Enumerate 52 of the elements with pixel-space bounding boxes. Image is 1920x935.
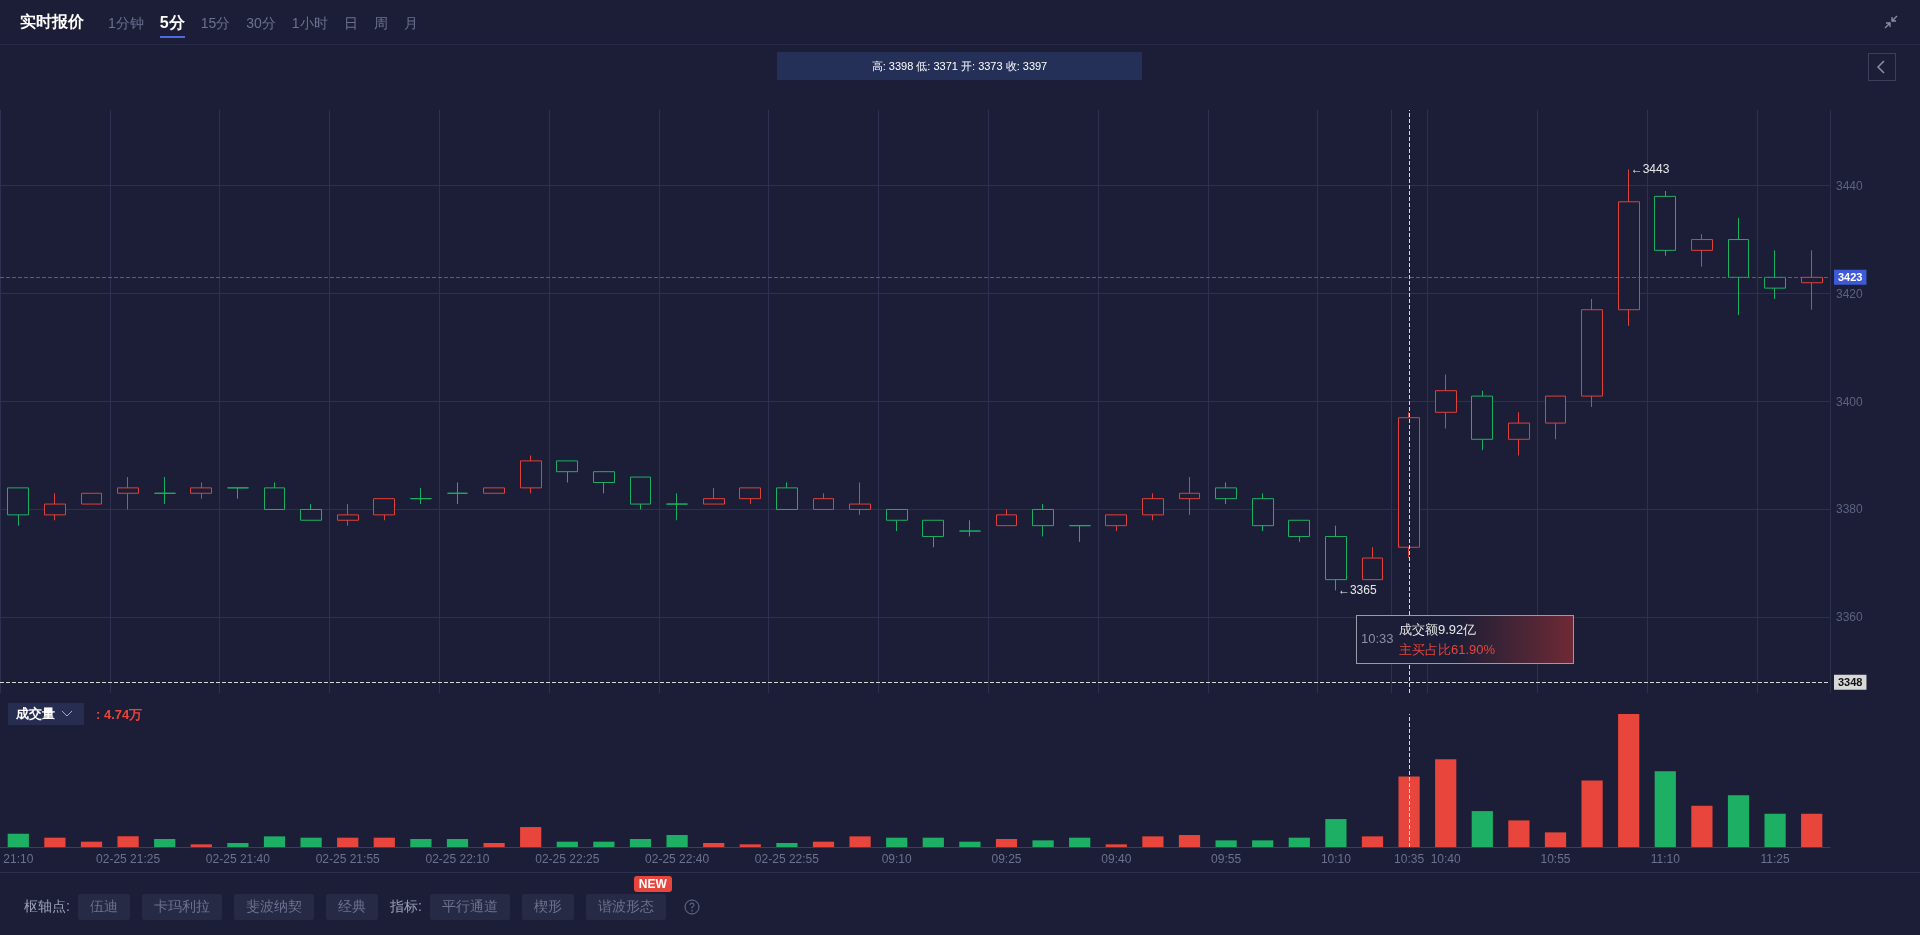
x-tick-label: 10:35: [1394, 852, 1425, 866]
annotation: ←3443: [1630, 162, 1670, 177]
annotation: : 4.74万: [96, 706, 143, 724]
x-tick-label: 02-25 22:25: [535, 852, 600, 866]
ref-line-label: 3423: [1838, 271, 1863, 284]
text: 卡玛利拉: [141, 894, 222, 920]
x-tick-label: 02-25 21:25: [96, 852, 161, 866]
text: 经典: [325, 894, 378, 920]
x-tick-label: 02-25 22:55: [754, 852, 820, 866]
x-tick-label: 10:10: [1320, 852, 1352, 866]
y-tick-label: 3420: [1836, 286, 1864, 301]
x-tick-label: 21:10: [3, 852, 34, 866]
x-tick-label: 11:10: [1650, 852, 1681, 866]
x-tick-label: 02-25 22:40: [645, 852, 710, 866]
text: 楔形: [521, 894, 574, 920]
text: 平行通道: [429, 894, 510, 920]
text: 5分: [159, 13, 185, 38]
annotation: 成交量: [8, 703, 84, 725]
y-tick-label: 3380: [1836, 502, 1864, 517]
y-tick-label: 3440: [1836, 178, 1864, 193]
text: NEW: [633, 876, 672, 892]
x-tick-label: 02-25 21:40: [205, 852, 271, 866]
text: 斐波纳契: [233, 894, 314, 920]
annotation: 10:33: [1361, 631, 1394, 646]
text: 谐波形态: [585, 894, 666, 920]
y-tick-label: 3360: [1836, 610, 1864, 625]
text: 高: 3398 低: 3371 开: 3373 收: 3397: [777, 52, 1142, 80]
x-tick-label: 09:25: [991, 852, 1022, 866]
y-tick-label: 3400: [1836, 394, 1864, 409]
x-tick-label: 11:25: [1760, 852, 1790, 866]
text: 指标:: [389, 898, 422, 916]
text: 日: [343, 15, 358, 33]
text: 枢轴点:: [24, 898, 70, 916]
text: 1分钟: [108, 15, 144, 33]
text: 15分: [200, 15, 231, 33]
x-tick-label: 09:10: [881, 852, 913, 866]
annotation: ←3365: [1337, 583, 1377, 598]
x-tick-label: 02-25 21:55: [315, 852, 381, 866]
text: 实时报价: [20, 12, 84, 32]
text: 伍迪: [77, 894, 130, 920]
x-tick-label: 10:55: [1540, 852, 1571, 866]
text: 1小时: [291, 15, 328, 33]
x-tick-label: 09:55: [1211, 852, 1242, 866]
x-tick-label: 02-25 22:10: [425, 852, 490, 866]
text: 月: [403, 15, 418, 33]
text: 30分: [246, 15, 276, 33]
x-tick-label: 09:40: [1101, 852, 1132, 866]
annotation: 成交额9.92亿: [1399, 621, 1477, 639]
x-tick-label: 10:40: [1430, 852, 1462, 866]
ref-line-label: 3348: [1838, 676, 1863, 689]
text: 周: [373, 15, 388, 33]
annotation: 主买占比61.90%: [1399, 641, 1496, 659]
